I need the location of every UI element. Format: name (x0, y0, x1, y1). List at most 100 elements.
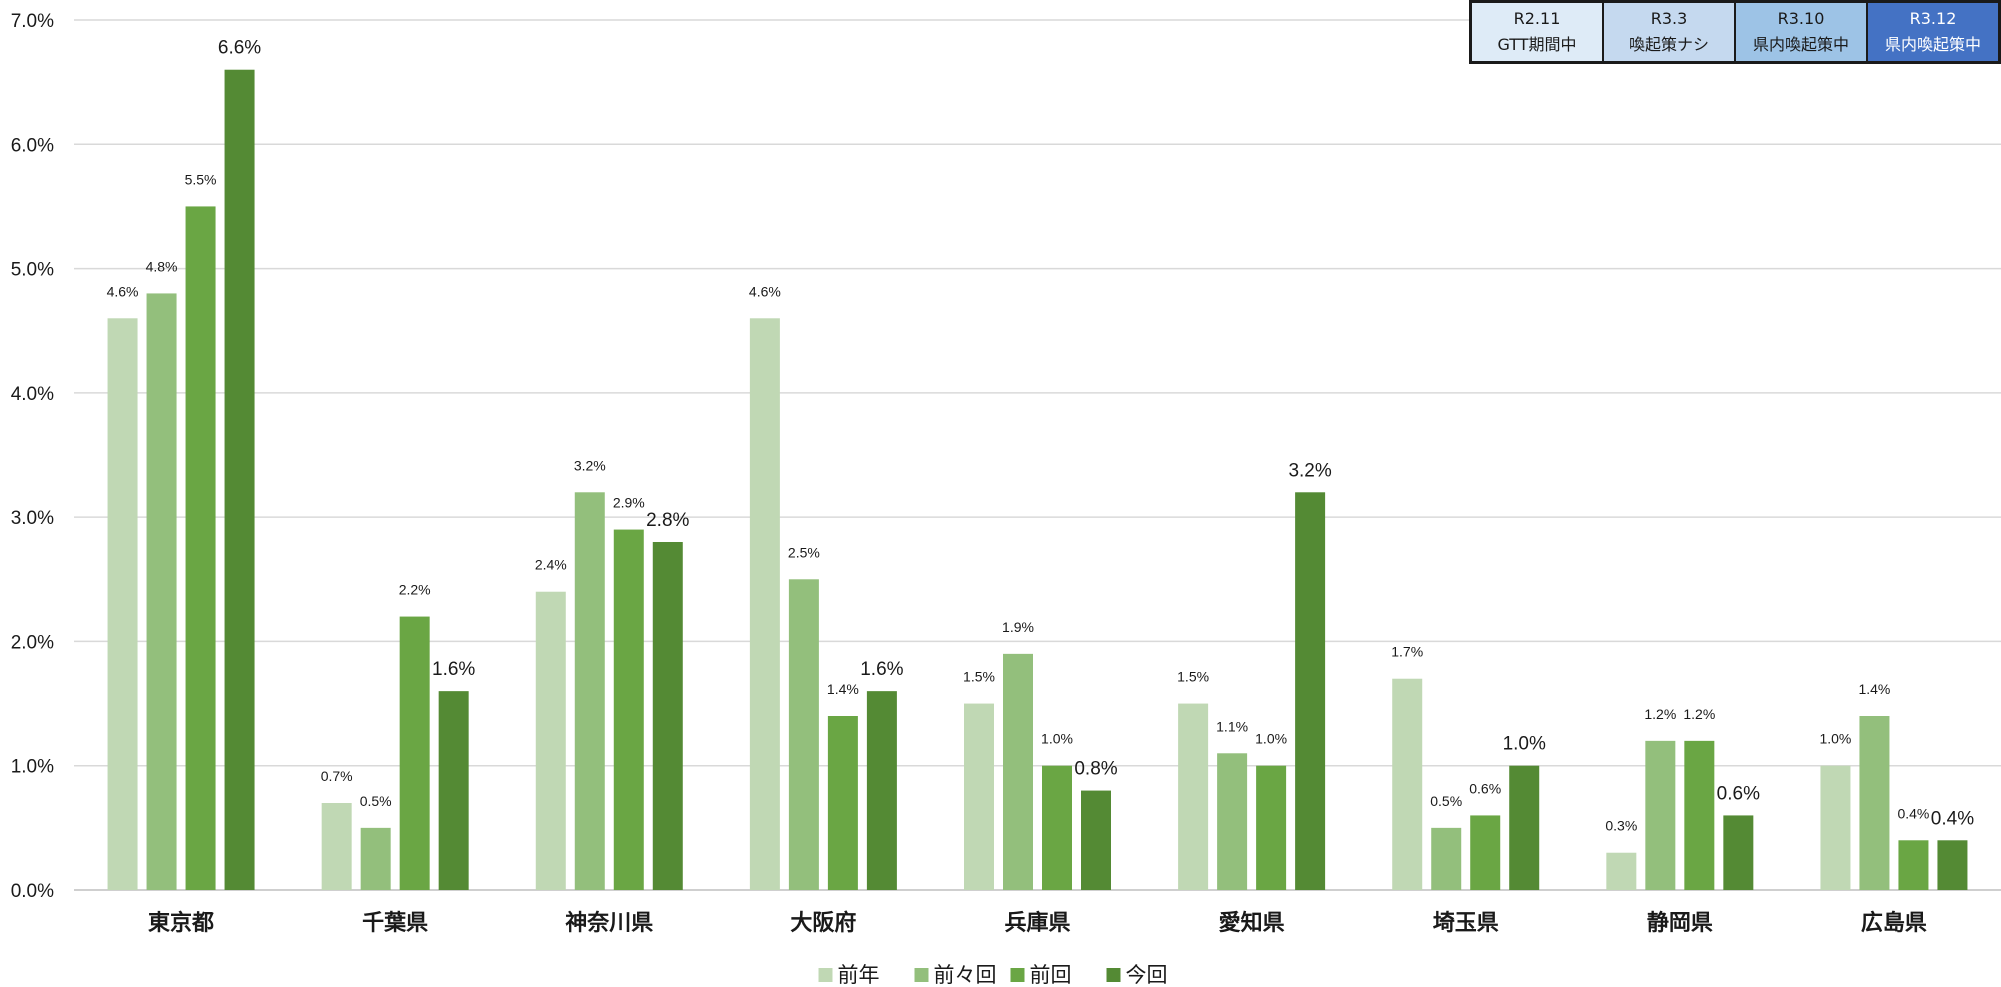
data-label: 1.4% (827, 681, 859, 697)
bar (1256, 765, 1287, 890)
bar (360, 827, 391, 890)
x-tick-label: 広島県 (1861, 910, 1927, 935)
data-label: 2.9% (613, 495, 645, 511)
data-label: 4.6% (107, 283, 139, 299)
y-axis-ticks: 0.0% 1.0% 2.0% 3.0% 4.0% 5.0% 6.0% 7.0% (11, 11, 54, 902)
period-cell: R2.11 GTT期間中 (1469, 0, 1604, 64)
data-label: 0.4% (1931, 808, 1974, 829)
data-label: 4.6% (749, 283, 781, 299)
legend-swatch (818, 968, 833, 982)
bar (1003, 653, 1033, 890)
period-status: GTT期間中 (1497, 35, 1577, 54)
bar (1937, 840, 1968, 890)
bar (535, 591, 566, 890)
bar (1470, 815, 1501, 890)
y-tick-label: 1.0% (11, 757, 54, 778)
y-tick-label: 3.0% (11, 508, 54, 529)
data-label: 0.4% (1897, 805, 1929, 821)
data-label: 1.0% (1255, 731, 1287, 747)
legend-swatch (1106, 968, 1121, 982)
bar (1898, 840, 1929, 890)
data-label: 3.2% (1288, 460, 1331, 481)
bar (1859, 716, 1890, 890)
data-label: 0.5% (1430, 793, 1462, 809)
data-label: 3.2% (574, 457, 606, 473)
data-label: 1.6% (432, 659, 475, 680)
data-label: 1.0% (1819, 731, 1851, 747)
data-label: 2.5% (788, 544, 820, 560)
x-tick-label: 大阪府 (790, 910, 856, 935)
y-tick-label: 0.0% (11, 881, 54, 902)
x-tick-label: 東京都 (148, 910, 214, 935)
legend-label: 前年 (838, 964, 880, 987)
period-cell: R3.12 県内喚起策中 (1866, 0, 2001, 64)
bar (1684, 740, 1715, 890)
y-tick-label: 7.0% (11, 11, 54, 32)
data-label: 1.7% (1391, 644, 1423, 660)
x-tick-label: 兵庫県 (1004, 910, 1070, 935)
data-label: 4.8% (146, 258, 178, 274)
data-label: 1.5% (963, 669, 995, 685)
legend-swatch (914, 968, 929, 982)
data-label: 0.5% (360, 793, 392, 809)
data-label: 1.5% (1177, 669, 1209, 685)
x-tick-label: 神奈川県 (565, 910, 653, 935)
x-axis-ticks: 東京都 千葉県 神奈川県 大阪府 兵庫県 愛知県 埼玉県 静岡県 広島県 (148, 910, 1927, 935)
bar (1723, 815, 1754, 890)
bar (1295, 492, 1326, 890)
y-tick-label: 6.0% (11, 135, 54, 156)
bar (185, 206, 216, 890)
data-label: 2.8% (646, 510, 689, 531)
bar (1431, 827, 1462, 890)
data-label: 0.8% (1074, 759, 1117, 780)
period-table: R2.11 GTT期間中 R3.3 喚起策ナシ R3.10 県内喚起策中 R3.… (1469, 0, 2001, 64)
period-date: R3.12 (1909, 9, 1957, 28)
data-label: 1.1% (1216, 718, 1248, 734)
x-tick-label: 埼玉県 (1433, 910, 1499, 935)
bars (107, 69, 1968, 890)
bar (1645, 740, 1676, 890)
x-tick-label: 愛知県 (1219, 910, 1285, 935)
period-status: 喚起策ナシ (1628, 35, 1709, 54)
bar (146, 293, 177, 890)
bar (866, 691, 897, 890)
bar (652, 542, 683, 890)
bar (964, 703, 994, 890)
period-date: R3.3 (1650, 9, 1688, 28)
bar (438, 691, 469, 890)
bar (1081, 790, 1111, 890)
data-label: 0.7% (321, 768, 353, 784)
legend-swatch (1010, 968, 1025, 982)
bar (321, 803, 352, 890)
period-date: R3.10 (1777, 9, 1825, 28)
y-tick-label: 4.0% (11, 384, 54, 405)
data-label: 2.2% (399, 582, 431, 598)
bar (224, 69, 255, 890)
x-tick-label: 静岡県 (1647, 910, 1713, 935)
data-label: 6.6% (218, 38, 261, 59)
y-tick-label: 5.0% (11, 260, 54, 281)
grid-lines (74, 19, 2001, 891)
legend: 前年 前々回 前回 今回 (818, 964, 1168, 987)
data-label: 0.6% (1469, 780, 1501, 796)
data-label: 1.0% (1041, 731, 1073, 747)
data-label: 0.6% (1717, 783, 1760, 804)
data-label: 1.2% (1683, 706, 1715, 722)
bar (1392, 678, 1423, 890)
data-label: 1.2% (1644, 706, 1676, 722)
y-tick-label: 2.0% (11, 632, 54, 653)
bar (574, 492, 605, 890)
bar (749, 318, 780, 890)
period-cell: R3.10 県内喚起策中 (1734, 0, 1868, 64)
bar (1042, 765, 1072, 890)
bar (107, 318, 138, 890)
bar (788, 579, 819, 890)
data-label: 1.0% (1503, 734, 1546, 755)
legend-label: 前々回 (934, 964, 997, 987)
data-label: 5.5% (185, 171, 217, 187)
bar (1217, 753, 1248, 890)
bar (1820, 765, 1851, 890)
period-status: 県内喚起策中 (1884, 35, 1981, 54)
